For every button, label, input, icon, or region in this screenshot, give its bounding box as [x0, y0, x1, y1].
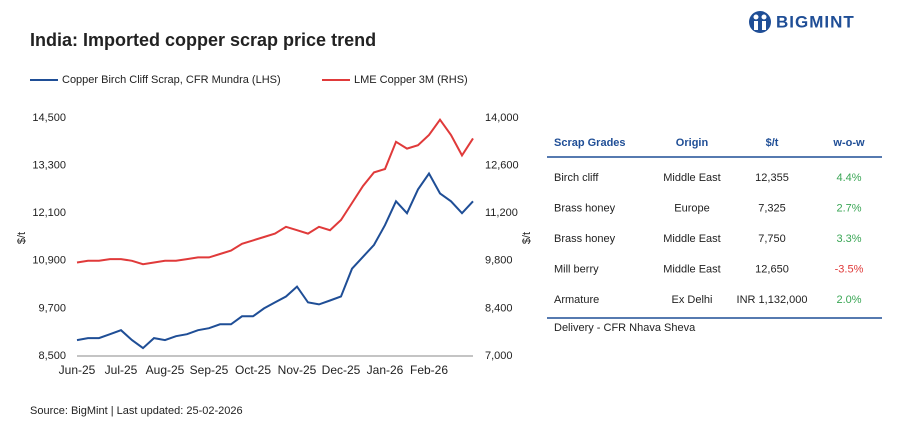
table-header: Origin	[676, 137, 709, 149]
legend-label: Copper Birch Cliff Scrap, CFR Mundra (LH…	[62, 74, 281, 86]
logo	[749, 11, 771, 33]
y2-tick-label: 8,400	[485, 302, 513, 314]
y-axis-label: $/t	[16, 232, 28, 244]
legend-label: LME Copper 3M (RHS)	[354, 74, 468, 86]
table-cell: Middle East	[663, 233, 720, 245]
table-note: Delivery - CFR Nhava Sheva	[554, 322, 696, 334]
table-cell: INR 1,132,000	[737, 294, 808, 306]
series-line	[76, 171, 474, 350]
table-cell: 3.3%	[836, 233, 861, 245]
table-header: Scrap Grades	[554, 137, 626, 149]
y-tick-label: 10,900	[32, 255, 66, 267]
x-tick-label: Nov-25	[278, 363, 317, 377]
series-line	[76, 117, 474, 266]
table-header: $/t	[766, 137, 779, 149]
table-cell: Birch cliff	[554, 172, 599, 184]
x-tick-label: Sep-25	[190, 363, 229, 377]
table-cell: Armature	[554, 294, 599, 306]
brand: BIGMINT	[776, 12, 855, 31]
y2-axis-label: $/t	[521, 232, 533, 244]
x-tick-label: Feb-26	[410, 363, 448, 377]
y2-tick-label: 7,000	[485, 350, 513, 362]
table-cell: 12,650	[755, 263, 789, 275]
y2-tick-label: 11,200	[485, 207, 518, 219]
y-tick-label: 9,700	[38, 302, 66, 314]
y2-tick-label: 12,600	[485, 160, 519, 172]
table-cell: Europe	[674, 202, 709, 214]
x-tick-label: Dec-25	[322, 363, 361, 377]
table-cell: 2.7%	[836, 202, 861, 214]
table-cell: 4.4%	[836, 172, 861, 184]
x-tick-label: Jun-25	[59, 363, 96, 377]
y2-tick-label: 14,000	[485, 112, 519, 124]
table-cell: Brass honey	[554, 202, 616, 214]
table-header: w-o-w	[832, 137, 865, 149]
x-tick-label: Oct-25	[235, 363, 271, 377]
table-cell: 7,750	[758, 233, 786, 245]
table-cell: Middle East	[663, 263, 720, 275]
y2-tick-label: 9,800	[485, 255, 513, 267]
y-tick-label: 13,300	[32, 160, 66, 172]
source: Source: BigMint | Last updated: 25-02-20…	[30, 405, 243, 417]
table-cell: Middle East	[663, 172, 720, 184]
y-tick-label: 14,500	[32, 112, 66, 124]
table-cell: Brass honey	[554, 233, 616, 245]
y-tick-label: 12,100	[32, 207, 66, 219]
table-cell: 7,325	[758, 202, 786, 214]
chart-title: India: Imported copper scrap price trend	[30, 30, 376, 50]
table-cell: 2.0%	[836, 294, 861, 306]
table-cell: Mill berry	[554, 263, 599, 275]
x-tick-label: Jul-25	[105, 363, 138, 377]
table-cell: 12,355	[755, 172, 789, 184]
table-cell: Ex Delhi	[672, 294, 713, 306]
x-tick-label: Jan-26	[367, 363, 404, 377]
table-cell: -3.5%	[835, 263, 864, 275]
x-tick-label: Aug-25	[146, 363, 185, 377]
y-tick-label: 8,500	[38, 350, 66, 362]
